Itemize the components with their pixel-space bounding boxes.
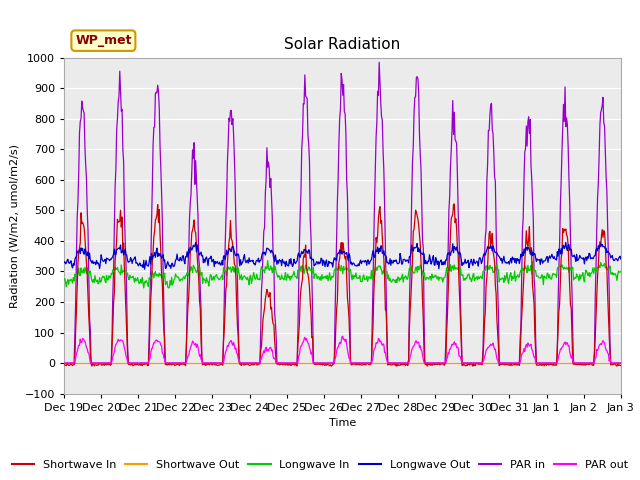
Y-axis label: Radiation (W/m2, umol/m2/s): Radiation (W/m2, umol/m2/s) — [9, 144, 19, 308]
Legend: Shortwave In, Shortwave Out, Longwave In, Longwave Out, PAR in, PAR out: Shortwave In, Shortwave Out, Longwave In… — [7, 456, 633, 474]
X-axis label: Time: Time — [329, 418, 356, 428]
Text: WP_met: WP_met — [75, 34, 132, 47]
Title: Solar Radiation: Solar Radiation — [284, 37, 401, 52]
